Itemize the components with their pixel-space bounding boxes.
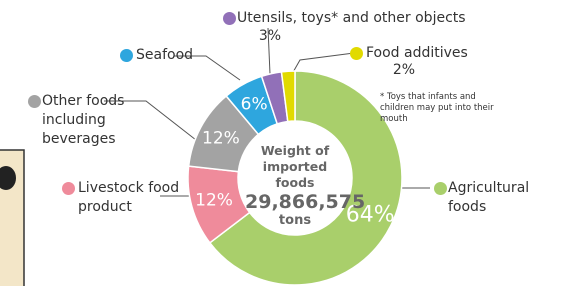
category-label: Other foods including beverages: [42, 92, 142, 149]
category-label: Food additives: [366, 44, 496, 63]
legend-dot: [350, 47, 363, 60]
footnote: * Toys that infants and children may put…: [380, 92, 500, 125]
center-value: 29,866,575: [245, 191, 345, 213]
center-unit: tons: [245, 213, 345, 228]
legend-dot: [120, 49, 133, 62]
legend-dot: [62, 182, 75, 195]
legend-dot: [223, 12, 236, 25]
legend-dot: [434, 182, 447, 195]
percent-label: 6%: [241, 95, 268, 115]
center-label: Weight of imported foods 29,866,575 tons: [245, 143, 345, 228]
legend-dot: [28, 95, 41, 108]
percent-label: 12%: [195, 190, 233, 210]
category-label: Livestock food product: [78, 179, 188, 217]
page: {"chart_data": {"type": "donut", "catego…: [0, 0, 561, 286]
percent-label: 3%: [250, 28, 290, 44]
category-label: Agricultural foods: [448, 179, 548, 217]
percent-label: 12%: [202, 128, 240, 148]
category-label: Seafood: [136, 46, 216, 65]
category-label: Utensils, toys* and other objects: [237, 9, 497, 28]
percent-label: 2%: [384, 62, 424, 78]
center-title: Weight of imported foods: [245, 143, 345, 191]
